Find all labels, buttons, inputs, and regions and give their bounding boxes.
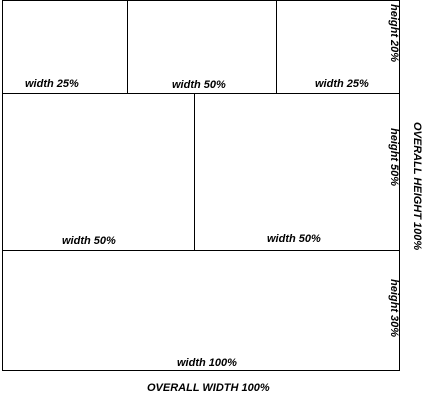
row1-cell2-label: width 50% — [172, 79, 226, 91]
row1-cell3-label: width 25% — [315, 78, 369, 90]
layout-diagram: width 25% width 50% width 25% width 50% … — [2, 0, 400, 371]
row3-height-label: height 30% — [388, 279, 400, 338]
row2-cell1-label: width 50% — [62, 235, 116, 247]
row1-cell1-box: width 25% — [2, 0, 128, 94]
row1-cell1-label: width 25% — [25, 78, 79, 90]
row3-cell1-label: width 100% — [177, 357, 237, 369]
row2-cell1-box: width 50% — [2, 93, 195, 251]
row3-cell1-box: width 100% — [2, 250, 400, 371]
row2-cell2-box: width 50% — [194, 93, 400, 251]
row2-height-label: height 50% — [388, 128, 400, 187]
row1-cell3-box: width 25% — [276, 0, 400, 94]
overall-width-label: OVERALL WIDTH 100% — [147, 382, 270, 394]
overall-height-label: OVERALL HEIGHT 100% — [411, 122, 423, 251]
row1-height-label: height 20% — [388, 4, 400, 63]
row2-cell2-label: width 50% — [267, 233, 321, 245]
row1-cell2-box: width 50% — [127, 0, 277, 94]
